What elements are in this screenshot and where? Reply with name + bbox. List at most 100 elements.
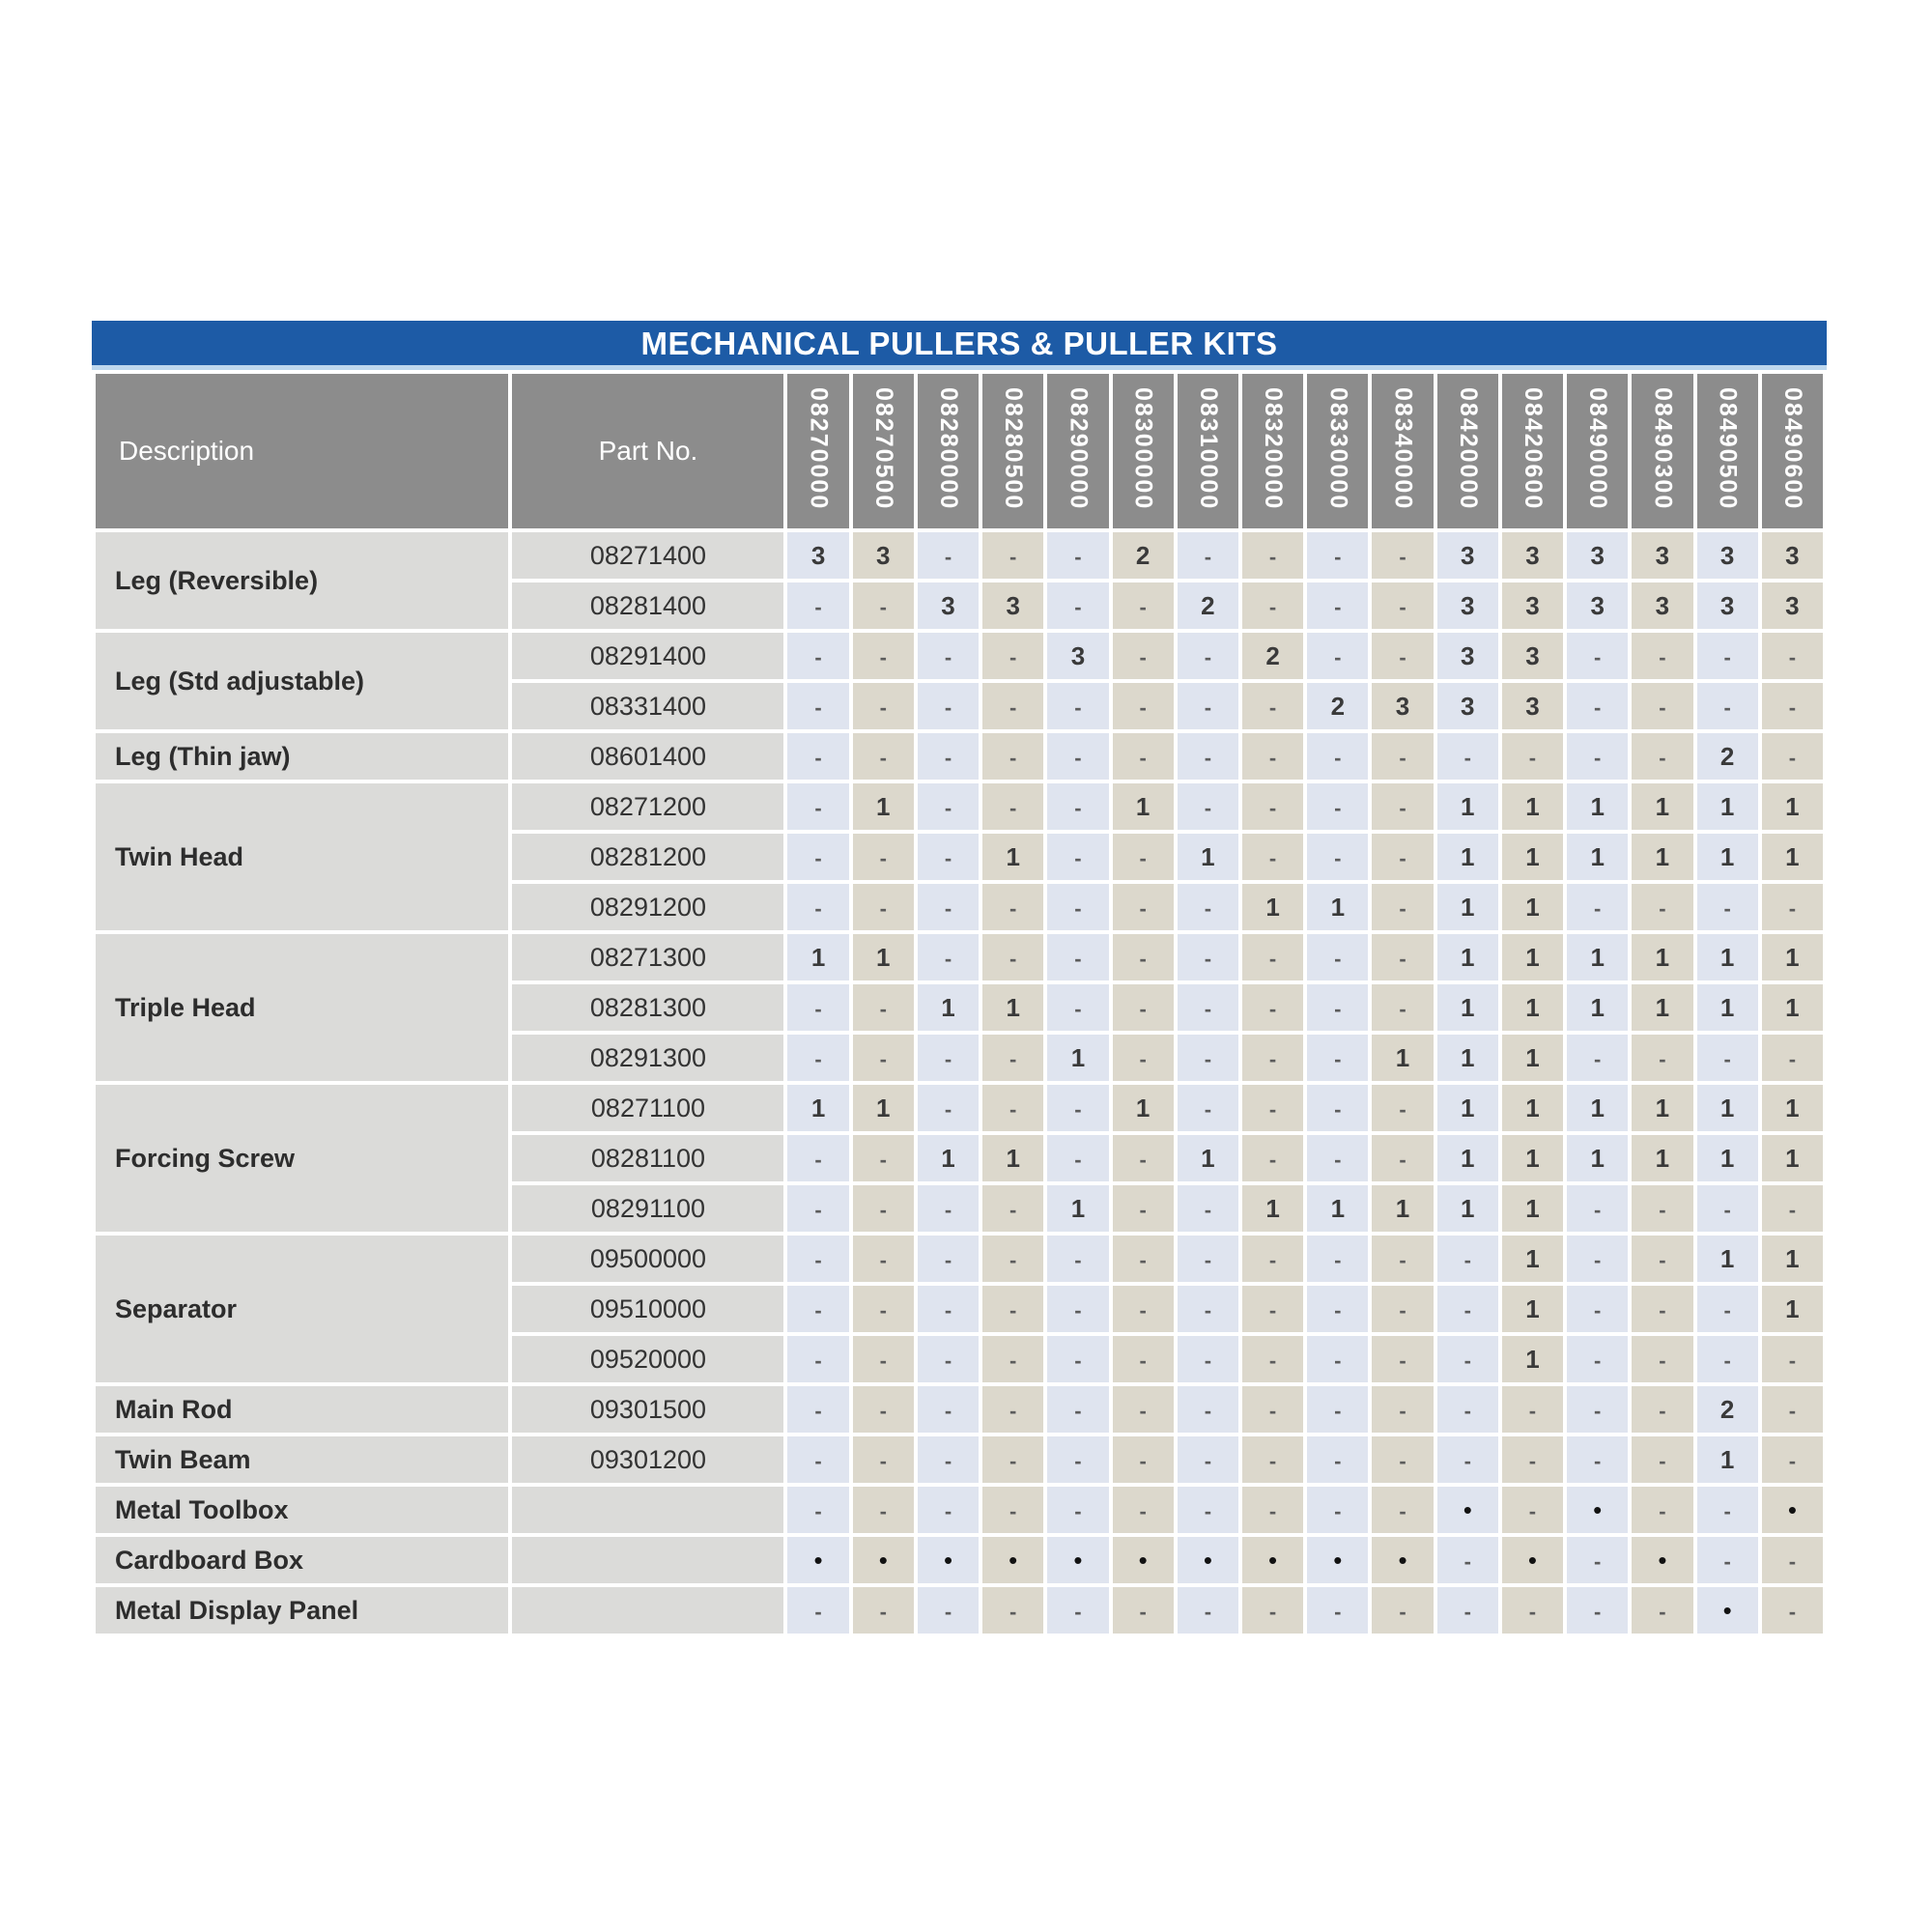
dash-glyph: -	[1204, 1348, 1212, 1373]
dash-glyph: -	[1074, 845, 1082, 870]
value-cell: •	[1436, 1487, 1498, 1533]
dash-glyph: -	[1268, 996, 1277, 1021]
dash-glyph: -	[1463, 1448, 1471, 1473]
dash-glyph: -	[814, 644, 822, 669]
value-cell: -	[1047, 783, 1109, 830]
value-cell: 1	[787, 934, 849, 980]
value-cell: -	[1177, 934, 1238, 980]
part-no-cell: 08601400	[512, 733, 784, 780]
dash-glyph: -	[1788, 1548, 1797, 1574]
value-cell: -	[982, 683, 1044, 729]
dash-glyph: -	[1399, 1599, 1406, 1624]
value-cell: -	[787, 1436, 849, 1483]
part-no-cell: 08291400	[512, 633, 784, 679]
value-cell: -	[852, 1436, 914, 1483]
dash-glyph: -	[944, 1498, 952, 1523]
value-cell: -	[1436, 1236, 1498, 1282]
value-cell: -	[1307, 532, 1369, 579]
value-cell: -	[1696, 1185, 1758, 1232]
value-cell: -	[982, 633, 1044, 679]
value-cell: -	[787, 1487, 849, 1533]
value-cell: -	[1047, 1135, 1109, 1181]
dash-glyph: -	[1399, 845, 1406, 870]
value-cell: 1	[1436, 834, 1498, 880]
value-cell: -	[1372, 783, 1434, 830]
dash-glyph: -	[879, 996, 887, 1021]
value-cell: •	[1241, 1537, 1304, 1583]
value-cell: -	[1241, 1236, 1304, 1282]
value-cell: -	[1632, 1487, 1693, 1533]
value-cell: -	[1047, 934, 1109, 980]
value-cell: -	[1632, 1035, 1693, 1081]
dash-glyph: -	[1528, 1448, 1537, 1473]
value-cell: -	[852, 884, 914, 930]
dash-glyph: -	[879, 695, 887, 720]
dash-glyph: -	[1399, 1348, 1406, 1373]
table-row: 09520000 - - - - - - - - - - - 1 - - - -	[96, 1336, 1823, 1382]
part-no-cell: 08271100	[512, 1085, 784, 1131]
value-cell: -	[1436, 1436, 1498, 1483]
value-cell: 1	[1632, 1085, 1693, 1131]
value-cell: -	[917, 733, 980, 780]
dash-glyph: -	[1594, 1448, 1602, 1473]
value-cell: -	[1241, 1386, 1304, 1433]
value-cell: -	[1307, 934, 1369, 980]
value-cell: 1	[1177, 1135, 1238, 1181]
dash-glyph: -	[1334, 644, 1342, 669]
value-cell: -	[1047, 1336, 1109, 1382]
dash-glyph: -	[1074, 795, 1082, 820]
value-cell: -	[1372, 934, 1434, 980]
dash-glyph: -	[1399, 795, 1406, 820]
kit-column-header: 08280500	[982, 374, 1044, 528]
description-cell: Metal Toolbox	[96, 1487, 509, 1533]
dash-glyph: -	[1334, 1297, 1342, 1322]
value-cell: -	[917, 934, 980, 980]
value-cell: -	[1632, 1386, 1693, 1433]
value-cell: -	[1632, 683, 1693, 729]
dash-glyph: -	[879, 1297, 887, 1322]
dash-glyph: -	[1594, 1197, 1602, 1222]
value-cell: 1	[1567, 1135, 1629, 1181]
dash-glyph: -	[1268, 1096, 1277, 1122]
dash-glyph: -	[1723, 1548, 1731, 1574]
dash-glyph: -	[1074, 1398, 1082, 1423]
quantity-value: 1	[1590, 1093, 1605, 1122]
dash-glyph: -	[1788, 1448, 1797, 1473]
dash-glyph: -	[879, 1348, 887, 1373]
dash-glyph: -	[1659, 1046, 1666, 1071]
dash-glyph: -	[1594, 644, 1602, 669]
value-cell: -	[982, 783, 1044, 830]
quantity-value: 3	[1070, 640, 1086, 670]
dash-glyph: -	[1723, 1046, 1731, 1071]
dash-glyph: -	[1399, 1147, 1406, 1172]
value-cell: 1	[1696, 934, 1758, 980]
part-no-cell: 08291100	[512, 1185, 784, 1232]
dash-glyph: -	[1268, 594, 1277, 619]
kit-number-vertical-label: 08490000	[1584, 386, 1612, 511]
dash-glyph: -	[1268, 946, 1277, 971]
value-cell: -	[852, 834, 914, 880]
quantity-value: 3	[1461, 540, 1475, 570]
bullet-glyph: •	[1333, 1545, 1343, 1575]
dash-glyph: -	[944, 1448, 952, 1473]
value-cell: -	[1436, 1386, 1498, 1433]
value-cell: -	[1241, 984, 1304, 1031]
dash-glyph: -	[879, 845, 887, 870]
value-cell: 1	[1436, 1185, 1498, 1232]
quantity-value: 1	[1655, 841, 1670, 871]
value-cell: -	[787, 1135, 849, 1181]
quantity-value: 1	[1785, 841, 1800, 871]
dash-glyph: -	[879, 644, 887, 669]
table-row: 08281300 - - 1 1 - - - - - - 1 1 1 1 1 1	[96, 984, 1823, 1031]
dash-glyph: -	[944, 1398, 952, 1423]
dash-glyph: -	[1009, 745, 1017, 770]
dash-glyph: -	[1788, 1398, 1797, 1423]
value-cell: -	[917, 1436, 980, 1483]
table-row: 08281200 - - - 1 - - 1 - - - 1 1 1 1 1 1	[96, 834, 1823, 880]
quantity-value: 3	[941, 590, 955, 620]
quantity-value: 1	[1785, 1143, 1800, 1173]
value-cell: 1	[917, 984, 980, 1031]
value-cell: -	[1047, 532, 1109, 579]
value-cell: -	[1436, 1286, 1498, 1332]
dash-glyph: -	[1334, 1096, 1342, 1122]
